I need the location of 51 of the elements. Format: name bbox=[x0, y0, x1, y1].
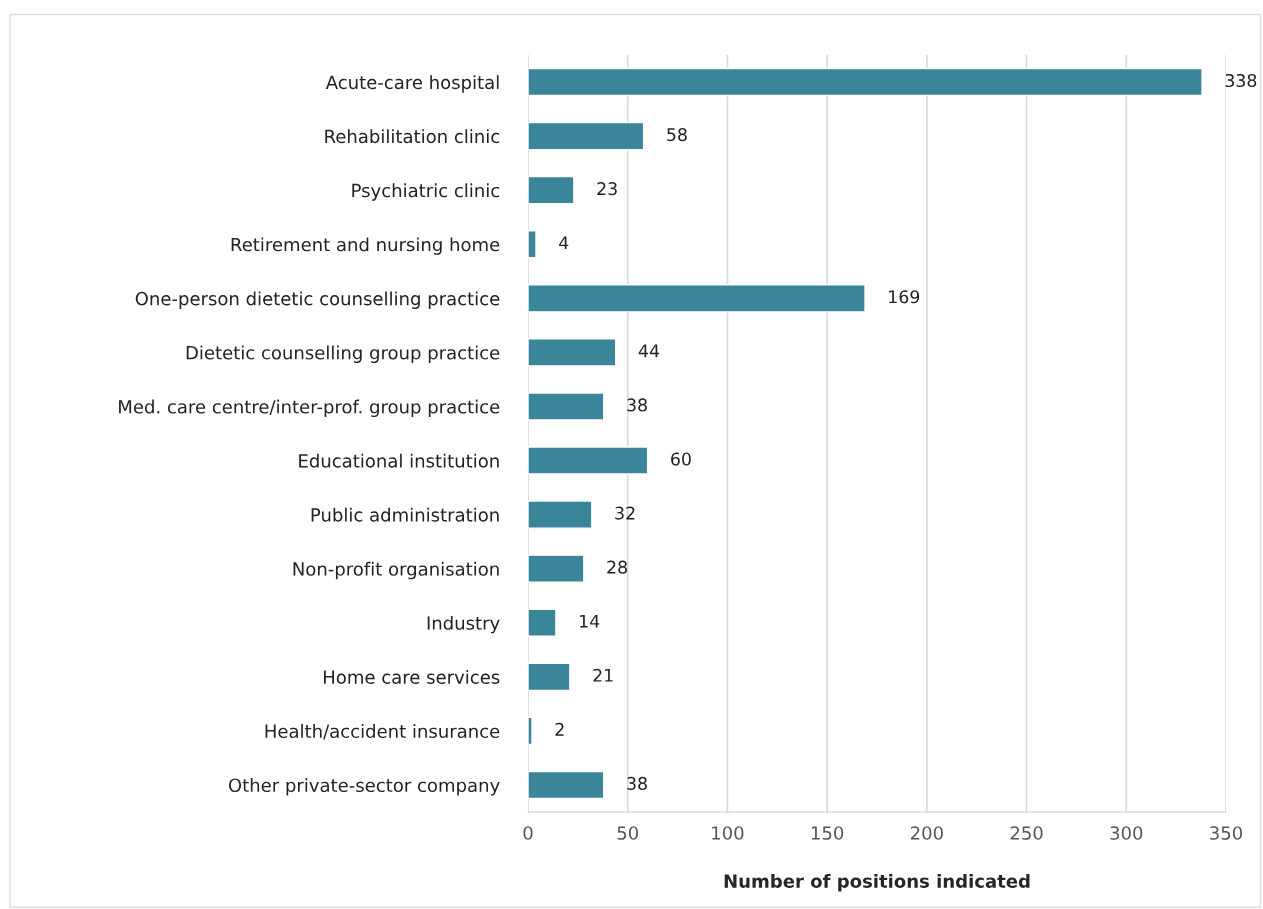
y-tick-label: Rehabilitation clinic bbox=[325, 129, 500, 144]
bar bbox=[528, 500, 593, 529]
x-tick-label: 300 bbox=[1110, 826, 1143, 840]
x-tick-label: 150 bbox=[811, 826, 844, 840]
y-tick-label: Med. care centre/inter-prof. group practice bbox=[119, 399, 500, 418]
y-tick-label: Educational institution bbox=[299, 453, 499, 468]
bar bbox=[528, 338, 617, 367]
data-label: 2 bbox=[555, 722, 564, 736]
x-tick-label: 350 bbox=[1210, 826, 1243, 840]
data-label: 58 bbox=[667, 128, 687, 142]
data-label: 32 bbox=[615, 506, 635, 520]
x-axis-title: Number of positions indicated bbox=[724, 873, 1030, 892]
y-tick-label: Psychiatric clinic bbox=[352, 183, 500, 201]
bar bbox=[528, 770, 605, 800]
data-label: 60 bbox=[671, 452, 691, 466]
x-tick-label: 100 bbox=[712, 826, 744, 840]
y-tick-label: One-person dietetic counselling practice bbox=[135, 291, 500, 309]
bar bbox=[528, 175, 575, 205]
y-tick-label: Retirement and nursing home bbox=[231, 237, 500, 255]
bar bbox=[528, 446, 649, 475]
bar bbox=[528, 716, 533, 746]
data-label: 23 bbox=[597, 182, 617, 196]
x-tick-label: 0 bbox=[523, 826, 533, 840]
x-tick-label: 200 bbox=[910, 826, 943, 840]
data-label: 338 bbox=[1225, 73, 1257, 88]
data-label: 21 bbox=[593, 668, 613, 682]
y-tick-label: Non-profit organisation bbox=[293, 561, 499, 580]
y-tick-label: Health/accident insurance bbox=[265, 724, 500, 740]
bar bbox=[528, 554, 585, 583]
y-tick-label: Dietetic counselling group practice bbox=[186, 345, 500, 364]
x-tick-label: 50 bbox=[617, 826, 638, 840]
data-label: 28 bbox=[607, 560, 627, 574]
y-tick-label: Acute-care hospital bbox=[325, 75, 499, 93]
bar bbox=[528, 608, 557, 637]
bar bbox=[528, 121, 645, 151]
y-tick-label: Public administration bbox=[311, 507, 499, 522]
data-label: 14 bbox=[580, 614, 600, 628]
data-label: 38 bbox=[627, 776, 647, 790]
data-label: 38 bbox=[627, 398, 647, 412]
data-label: 44 bbox=[638, 344, 660, 358]
bar bbox=[528, 284, 866, 313]
x-tick-label: 250 bbox=[1010, 826, 1043, 840]
data-label: 4 bbox=[559, 236, 569, 250]
data-label: 169 bbox=[889, 290, 920, 304]
bar bbox=[528, 230, 537, 259]
y-tick-label: Industry bbox=[427, 615, 500, 634]
bar bbox=[528, 392, 605, 421]
y-tick-label: Other private-sector company bbox=[228, 778, 500, 796]
y-tick-label: Home care services bbox=[323, 669, 500, 684]
bar bbox=[528, 67, 1203, 97]
bar bbox=[528, 662, 571, 692]
